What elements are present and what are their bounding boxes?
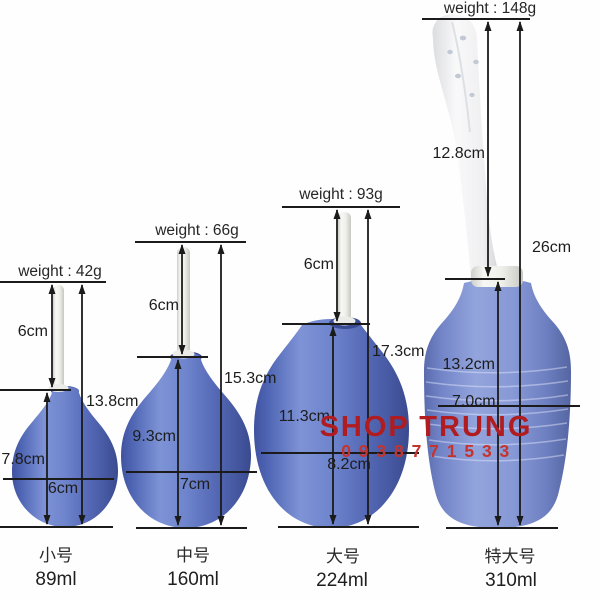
dimensions-extra-large: weight : 148g 12.8cm 26cm 13.2cm 7.0cm <box>422 0 580 529</box>
product-small <box>12 285 118 527</box>
size-name-large: 大号 <box>326 547 360 566</box>
total-height-label-medium: 15.3cm <box>224 370 276 387</box>
nozzle-small <box>53 285 64 391</box>
bulb-width-label-small: 6cm <box>48 480 78 497</box>
bulb-height-label-extra-large: 13.2cm <box>443 356 495 373</box>
wand-nozzle-extra-large <box>432 14 500 281</box>
weight-label-small: weight : 42g <box>17 263 102 280</box>
bulb-height-label-small: 7.8cm <box>1 451 45 468</box>
weight-label-extra-large: weight : 148g <box>443 0 536 17</box>
size-labels: 小号 89ml 中号 160ml 大号 224ml 特大号 310ml <box>35 546 536 591</box>
bulb-width-label-large: 8.2cm <box>327 456 371 473</box>
total-height-label-large: 17.3cm <box>372 343 424 360</box>
total-height-label-small: 13.8cm <box>86 393 138 410</box>
nozzle-large <box>338 212 351 322</box>
watermark: SHOP TRUNG 0 9 3 8 7 7 1 5 3 3 <box>320 411 533 461</box>
size-name-medium: 中号 <box>176 546 210 565</box>
nozzle-length-label-large: 6cm <box>304 256 334 273</box>
bulb-height-label-medium: 9.3cm <box>132 428 176 445</box>
size-name-extra-large: 特大号 <box>485 547 536 566</box>
weight-label-large: weight : 93g <box>298 186 383 203</box>
nozzle-length-label-extra-large: 12.8cm <box>433 145 485 162</box>
wand-holes <box>447 35 479 98</box>
size-volume-extra-large: 310ml <box>485 570 537 591</box>
dimensions-large: weight : 93g 6cm 17.3cm 11.3cm 8.2cm <box>261 186 424 528</box>
nozzle-length-label-medium: 6cm <box>149 297 179 314</box>
wand-collar-extra-large <box>471 266 523 287</box>
bulb-width-label-medium: 7cm <box>180 476 210 493</box>
wand-seam <box>451 21 471 133</box>
size-name-small: 小号 <box>39 546 73 565</box>
size-volume-medium: 160ml <box>167 569 219 590</box>
dimensions-small: weight : 42g 6cm 13.8cm 7.8cm 6cm <box>0 263 138 528</box>
bulb-body-small <box>12 386 118 527</box>
bulb-width-label-extra-large: 7.0cm <box>452 393 496 410</box>
weight-label-medium: weight : 66g <box>154 222 239 239</box>
size-volume-small: 89ml <box>35 569 76 590</box>
size-volume-large: 224ml <box>316 570 368 591</box>
bulb-height-label-large: 11.3cm <box>279 408 330 425</box>
watermark-shop-name: SHOP TRUNG <box>320 411 533 443</box>
nozzle-length-label-small: 6cm <box>18 323 48 340</box>
dimensions-medium: weight : 66g 6cm 15.3cm 9.3cm 7cm <box>126 222 276 529</box>
total-height-label-extra-large: 26cm <box>532 239 571 256</box>
watermark-phone: 0 9 3 8 7 7 1 5 3 3 <box>341 441 511 461</box>
